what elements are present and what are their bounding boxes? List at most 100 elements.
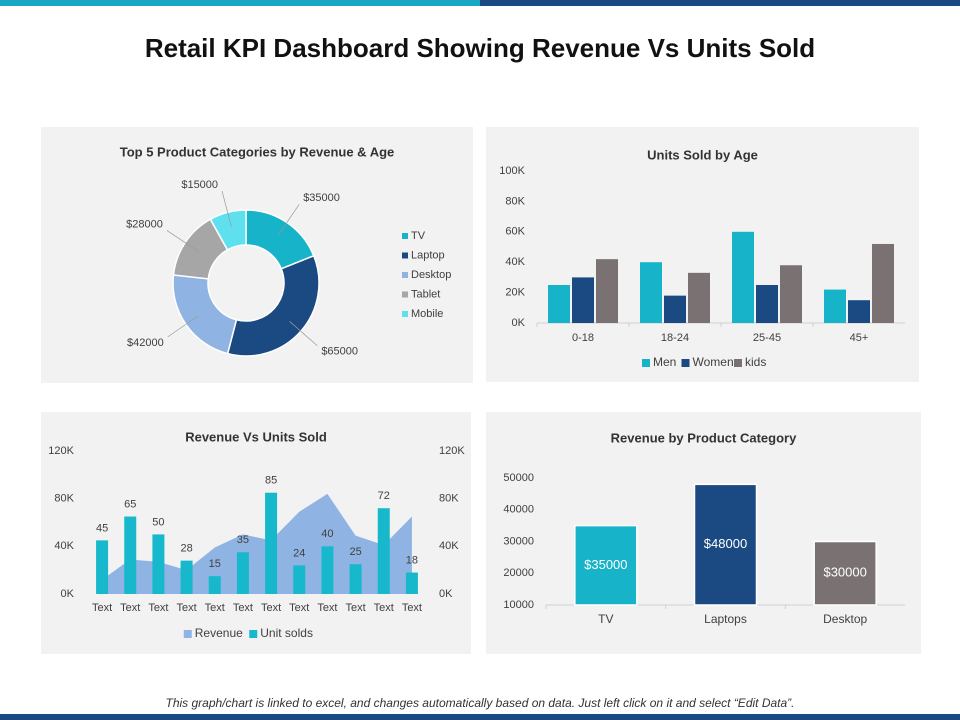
x-tick-label: Text: [148, 602, 168, 614]
y-tick-label: 80K: [54, 493, 74, 505]
data-label: $28000: [126, 218, 163, 230]
bar: [124, 516, 137, 594]
donut-slice: [226, 254, 320, 357]
leader-line: [278, 204, 300, 236]
bar: [349, 564, 362, 594]
x-tick-label: Text: [205, 602, 225, 614]
y-tick-label: 0K: [439, 588, 453, 600]
bar: [848, 300, 870, 323]
legend-label: kids: [745, 355, 766, 369]
bar: [732, 231, 754, 323]
legend-swatch: [183, 630, 192, 638]
bar: [756, 285, 778, 323]
top-stripe: [480, 0, 960, 6]
y-tick-label: 100K: [499, 165, 525, 177]
data-label: 35: [237, 534, 249, 546]
data-label: 15: [209, 558, 221, 570]
y-tick-label: 10000: [503, 599, 534, 611]
legend-label: Mobile: [411, 308, 443, 320]
bar: [688, 272, 710, 323]
leader-line: [166, 230, 198, 252]
legend-swatch: [402, 233, 408, 239]
y-tick-label: 40K: [505, 256, 525, 268]
legend-label: TV: [411, 230, 426, 242]
legend-swatch: [642, 359, 650, 367]
y-tick-label: 120K: [48, 445, 74, 457]
x-tick-label: Text: [374, 602, 394, 614]
area: [102, 493, 412, 594]
data-label: 40: [321, 528, 333, 540]
data-label: $35000: [584, 557, 627, 572]
donut-slice: [209, 209, 247, 251]
y-tick-label: 30000: [503, 535, 534, 547]
bar: [780, 265, 802, 323]
x-tick-label: Desktop: [823, 612, 867, 626]
x-tick-label: Text: [120, 602, 140, 614]
legend-swatch: [402, 291, 408, 298]
x-tick-label: Text: [92, 602, 112, 614]
x-tick-label: Text: [176, 602, 196, 614]
x-tick-label: 0-18: [572, 332, 594, 344]
legend-swatch: [402, 311, 408, 317]
y-tick-label: 120K: [439, 445, 465, 457]
legend-swatch: [402, 252, 408, 259]
x-tick-label: Text: [402, 602, 422, 614]
x-tick-label: Text: [345, 602, 365, 614]
data-label: 65: [124, 498, 136, 510]
bar: [293, 565, 306, 594]
legend-label: Desktop: [411, 269, 451, 281]
legend-swatch: [734, 359, 742, 367]
data-label: 25: [349, 546, 361, 558]
legend-label: Laptop: [411, 249, 445, 261]
x-tick-label: Text: [233, 602, 253, 614]
y-tick-label: 80K: [439, 493, 459, 505]
data-label: $15000: [181, 179, 218, 191]
bar: [96, 540, 109, 594]
bar: [824, 289, 846, 323]
bar: [377, 508, 390, 594]
chart-title: Units Sold by Age: [647, 147, 758, 162]
y-tick-label: 0K: [61, 588, 75, 600]
bar: [236, 552, 249, 594]
y-tick-label: 20000: [503, 567, 534, 579]
footer-note: This graph/chart is linked to excel, and…: [166, 696, 795, 710]
data-label: $35000: [303, 192, 340, 204]
bar: [548, 285, 570, 323]
bar: [152, 534, 165, 594]
x-tick-label: Text: [317, 602, 337, 614]
chart-title: Revenue Vs Units Sold: [185, 429, 327, 444]
bar: [574, 524, 638, 606]
leader-line: [221, 190, 232, 227]
bar: [208, 576, 221, 594]
y-tick-label: 80K: [505, 195, 525, 207]
bar: [405, 572, 418, 594]
bar: [664, 295, 686, 323]
page-title: Retail KPI Dashboard Showing Revenue Vs …: [145, 33, 815, 63]
bar: [572, 277, 594, 323]
bar: [596, 259, 618, 323]
legend-label: Women: [693, 355, 734, 369]
leader-line: [167, 315, 199, 338]
data-label: $48000: [704, 536, 747, 551]
y-tick-label: 0K: [512, 317, 526, 329]
x-tick-label: 45+: [850, 332, 869, 344]
top-stripe: [0, 0, 480, 6]
data-label: 24: [293, 547, 305, 559]
chart-title: Top 5 Product Categories by Revenue & Ag…: [120, 144, 395, 159]
bar: [640, 262, 662, 323]
data-label: $65000: [321, 346, 358, 358]
y-tick-label: 40K: [54, 540, 74, 552]
y-tick-label: 40000: [503, 504, 534, 516]
legend-label: Unit solds: [260, 626, 313, 640]
bar: [180, 560, 193, 594]
y-tick-label: 50000: [503, 472, 534, 484]
leader-line: [289, 321, 318, 347]
data-label: 28: [180, 543, 192, 555]
y-tick-label: 20K: [505, 287, 525, 299]
bar: [321, 546, 334, 594]
data-label: 72: [378, 490, 390, 502]
data-label: 50: [152, 516, 164, 528]
bar: [872, 243, 894, 323]
legend-swatch: [402, 272, 408, 278]
